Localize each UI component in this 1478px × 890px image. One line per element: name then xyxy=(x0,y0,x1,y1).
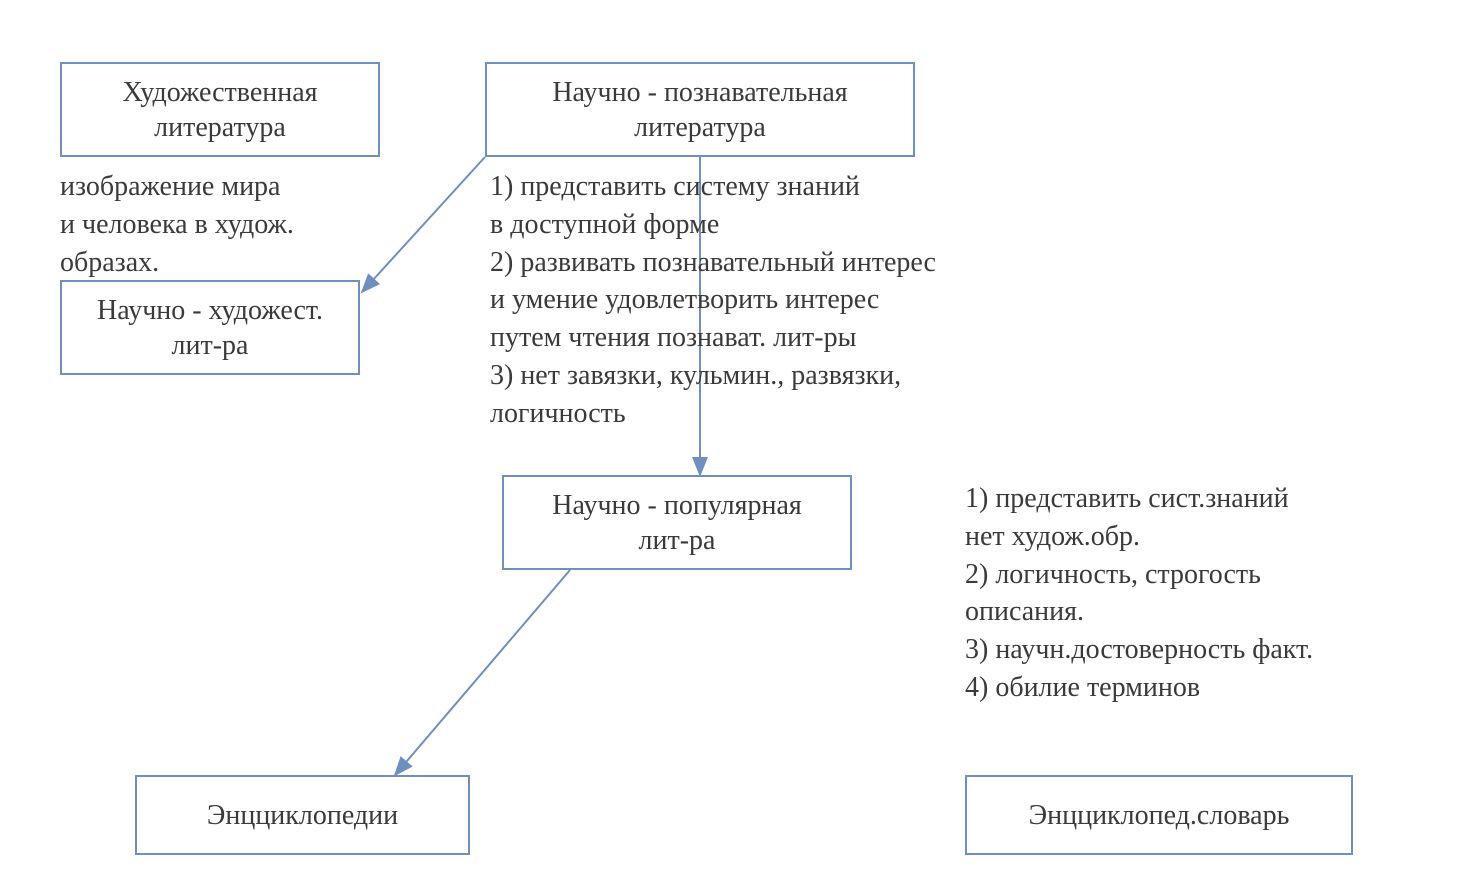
node-sci-popular-lit: Научно - популярная лит-ра xyxy=(502,475,852,570)
node-label: Научно - познавательная литература xyxy=(552,75,847,145)
edge-sci-popular-lit-to-encyclopedias xyxy=(395,570,570,775)
text-popular-desc: 1) представить сист.знаний нет худож.обр… xyxy=(965,480,1313,707)
node-artistic-lit: Художественная литература xyxy=(60,62,380,157)
node-label: Научно - популярная лит-ра xyxy=(552,488,802,558)
node-label: Энцциклопед.словарь xyxy=(1029,798,1290,833)
text-artistic-desc: изображение мира и человека в худож. обр… xyxy=(60,168,294,281)
node-label: Энцциклопедии xyxy=(207,798,398,833)
node-label: Художественная литература xyxy=(122,75,317,145)
text-cognitive-desc: 1) представить систему знаний в доступно… xyxy=(490,168,936,433)
node-encyclopedias: Энцциклопедии xyxy=(135,775,470,855)
node-sci-cognitive-lit: Научно - познавательная литература xyxy=(485,62,915,157)
node-encyclopedic-dict: Энцциклопед.словарь xyxy=(965,775,1353,855)
node-sci-artistic-lit: Научно - художест. лит-ра xyxy=(60,280,360,375)
node-label: Научно - художест. лит-ра xyxy=(97,293,323,363)
edge-sci-cognitive-lit-to-sci-artistic-lit xyxy=(362,157,485,292)
